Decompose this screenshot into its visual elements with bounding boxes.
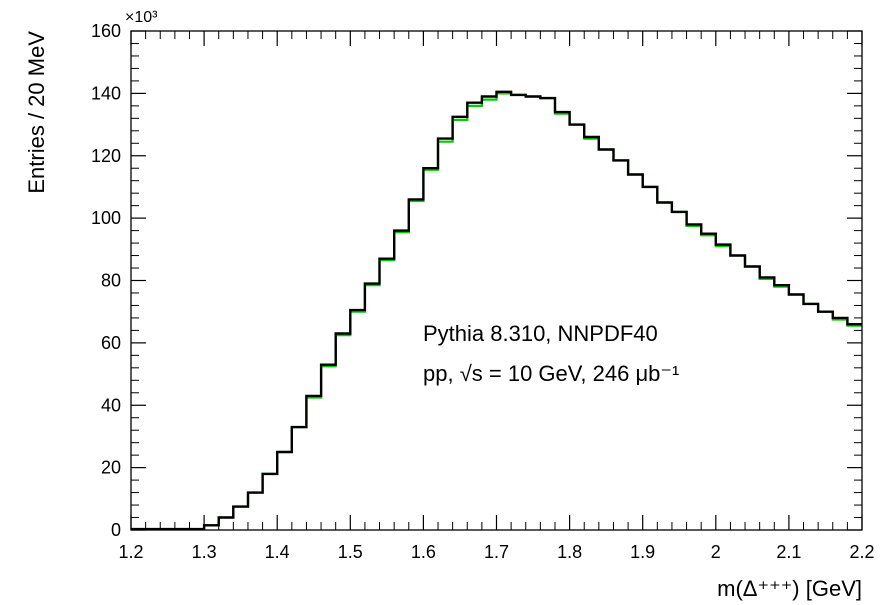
x-tick-label: 1.6 (411, 542, 436, 562)
x-axis-label: m(Δ⁺⁺⁺) [GeV] (717, 576, 862, 601)
y-tick-label: 140 (91, 83, 121, 103)
y-tick-label: 80 (101, 271, 121, 291)
histogram-series-black (131, 90, 862, 531)
x-tick-label: 2 (711, 542, 721, 562)
plot-frame (130, 30, 863, 531)
y-tick-label: 0 (111, 520, 121, 540)
y-tick-label: 100 (91, 208, 121, 228)
x-tick-label: 1.2 (118, 542, 143, 562)
x-tick-label: 2.1 (776, 542, 801, 562)
axis-layer: 1.2 1.3 1.4 1.5 1.6 1.7 1.8 1.9 2 2.1 2.2 0 20 40 60 80… (91, 21, 875, 562)
x-tick-label: 1.4 (265, 542, 290, 562)
x-tick-label: 1.3 (192, 542, 217, 562)
y-tick-label: 120 (91, 146, 121, 166)
x-tick-label: 1.7 (484, 542, 509, 562)
y-tick-label: 60 (101, 333, 121, 353)
annotation-line-2: pp, √s = 10 GeV, 246 μb⁻¹ (423, 361, 679, 386)
y-tick-label: 160 (91, 21, 121, 41)
y-tick-label: 20 (101, 458, 121, 478)
annotation-line-1: Pythia 8.310, NNPDF40 (423, 321, 658, 346)
x-tick-label: 1.9 (630, 542, 655, 562)
y-multiplier-label: ×10³ (125, 9, 158, 26)
x-tick-label: 2.2 (849, 542, 874, 562)
y-axis-label: Entries / 20 MeV (24, 31, 49, 194)
series-layer (131, 90, 862, 531)
histogram-series-green (131, 92, 862, 531)
x-tick-label: 1.8 (557, 542, 582, 562)
x-tick-label: 1.5 (338, 542, 363, 562)
y-tick-label: 40 (101, 395, 121, 415)
